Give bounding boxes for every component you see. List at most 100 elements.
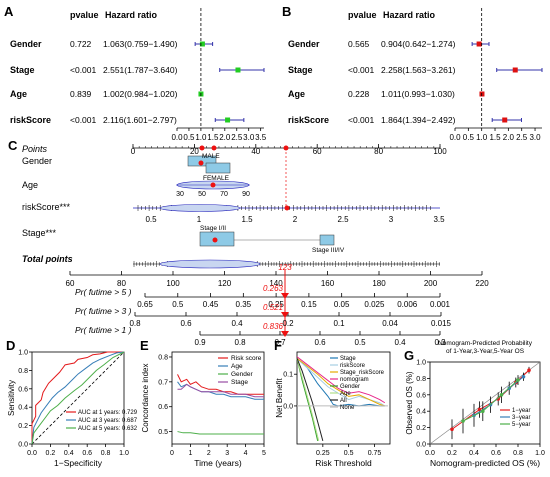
nomo-points-tick-label: 0 — [131, 147, 136, 156]
nomo-points-tick-label: 80 — [374, 147, 383, 156]
y-tick-label: 0.6 — [158, 404, 168, 411]
nomo-age-label: Age — [22, 180, 38, 190]
nomo-total-value: 123 — [278, 263, 292, 272]
y-tick-label: 1.0 — [18, 350, 28, 357]
y-tick-label: 0.1 — [283, 372, 293, 379]
forest-row-hr-text: 1.011(0.993−1.030) — [381, 89, 455, 99]
nomo-p3-value: 0.521 — [263, 303, 283, 312]
y-tick-label: 1.0 — [416, 360, 426, 367]
calib-legend-label: 5−year — [512, 422, 531, 428]
nomo-gender-level: MALE — [202, 153, 220, 160]
y-tick-label: 0.5 — [158, 429, 168, 436]
forest-header-pvalue: pvalue — [70, 10, 99, 20]
y-tick-label: 0.8 — [18, 368, 28, 375]
nomo-p3-tick-label: 0.1 — [333, 319, 345, 328]
dca-legend-label: All — [340, 398, 347, 404]
y-tick-label: 0.4 — [18, 405, 28, 412]
nomo-total-tick-label: 60 — [66, 279, 75, 288]
nomo-points-label: Points — [22, 144, 48, 154]
forest-row-hr-text: 1.002(0.984−1.020) — [103, 89, 178, 99]
panel-label-F: F — [274, 338, 282, 353]
nomo-p3-tick-label: 0.2 — [282, 319, 294, 328]
x-tick-label: 0 — [170, 450, 174, 457]
cindex-legend-label: Gender — [231, 371, 254, 378]
forest-row-pvalue: 0.565 — [348, 39, 370, 49]
x-tick-label: 0.5 — [344, 450, 354, 457]
calib-title: Nomogram-Predicted Probability — [438, 340, 533, 347]
x-tick-label: 2 — [207, 450, 211, 457]
nomo-gender-label: Gender — [22, 156, 52, 166]
nomo-p1-tick-label: 0.7 — [274, 338, 286, 347]
y-tick-label: 0.6 — [18, 386, 28, 393]
nomo-total-tick-label: 120 — [218, 279, 232, 288]
nomo-p1-tick-label: 0.3 — [434, 338, 446, 347]
x-tick-label: 0.4 — [64, 450, 74, 457]
dca-legend-label: nomogram — [340, 377, 369, 383]
y-tick-label: 0.7 — [158, 379, 168, 386]
nomo-p5-tick-label: 0.025 — [364, 300, 385, 309]
forest-row-hr-text: 1.864(1.394−2.492) — [381, 115, 456, 125]
nomo-gender-box — [205, 162, 231, 174]
nomo-p1-tick-label: 0.6 — [314, 338, 326, 347]
calib-title: of 1-Year,3-Year,5-Year OS — [446, 348, 525, 355]
roc-legend-label: AUC at 3 years: 0.687 — [78, 418, 138, 424]
nomo-p1-tick-label: 0.8 — [234, 338, 246, 347]
y-tick-label: 0.8 — [158, 354, 168, 361]
panel-label-B: B — [282, 4, 291, 19]
x-tick-label: 0.8 — [513, 450, 523, 457]
forest-row-label: Stage — [288, 65, 313, 75]
calib-point — [461, 419, 465, 423]
forest-point — [235, 67, 241, 73]
forest-x-tick-label: 1.5 — [489, 133, 501, 142]
forest-row-pvalue: 0.722 — [70, 39, 92, 49]
x-tick-label: 4 — [244, 450, 248, 457]
nomo-points-marker — [211, 145, 217, 151]
roc-curve — [31, 351, 125, 445]
calib-point — [450, 427, 454, 432]
nomo-risk-tick-label: 1 — [197, 215, 202, 224]
panel-label-C: C — [8, 138, 18, 153]
nomo-risk-tick-label: 3 — [389, 215, 394, 224]
nomo-risk-tick-label: 0.5 — [145, 215, 157, 224]
plot-frame — [171, 351, 265, 445]
dca-legend-label: None — [340, 405, 355, 411]
nomo-p5-tick-label: 0.65 — [137, 300, 153, 309]
forest-point — [476, 41, 482, 47]
forest-x-tick-label: 2.0 — [503, 133, 515, 142]
nomo-p5-tick-label: 0.001 — [430, 300, 451, 309]
forest-x-tick-label: 1.0 — [195, 133, 207, 142]
x-tick-label: 0.25 — [316, 450, 330, 457]
nomo-risk-tick-label: 1.5 — [241, 215, 253, 224]
nomo-risk-violin — [159, 204, 241, 212]
nomo-p5-arrow — [281, 293, 289, 299]
forest-x-tick-label: 0.5 — [183, 133, 195, 142]
calib-legend-label: 1−year — [512, 408, 531, 414]
calib-ideal-line — [429, 361, 541, 445]
dca-curve — [296, 357, 386, 407]
nomo-p5-label: Pr( futime > 5 ) — [75, 287, 132, 297]
y-tick-label: 0.0 — [18, 442, 28, 449]
forest-header-hr: Hazard ratio — [383, 10, 436, 20]
nomo-p1-tick-label: 0.9 — [194, 338, 206, 347]
nomo-risk-label: riskScore*** — [22, 202, 71, 212]
cindex-curve — [177, 383, 264, 398]
nomo-total-tick-label: 180 — [372, 279, 386, 288]
nomo-total-tick-label: 220 — [475, 279, 489, 288]
forest-row-hr-text: 1.063(0.759−1.490) — [103, 39, 178, 49]
nomo-p5-value: 0.263 — [263, 284, 284, 293]
nomo-age-tick-label: 30 — [176, 191, 184, 198]
forest-row-label: Gender — [288, 39, 320, 49]
nomo-p1-tick-label: 0.5 — [354, 338, 366, 347]
y-axis-label: Net Benefit — [275, 377, 284, 417]
nomo-p5-tick-label: 0.35 — [236, 300, 252, 309]
nomo-p5-tick-label: 0.006 — [397, 300, 418, 309]
nomo-age-marker — [210, 182, 216, 188]
x-tick-label: 0.6 — [82, 450, 92, 457]
forest-x-tick-label: 2.0 — [219, 133, 231, 142]
nomo-stage-level: Stage I/II — [200, 225, 226, 232]
forest-x-tick-label: 2.5 — [231, 133, 243, 142]
forest-row-hr-text: 2.116(1.601−2.797) — [103, 115, 177, 125]
dca-legend-label: Stage_riskScore — [340, 370, 385, 376]
x-tick-label: 3 — [225, 450, 229, 457]
